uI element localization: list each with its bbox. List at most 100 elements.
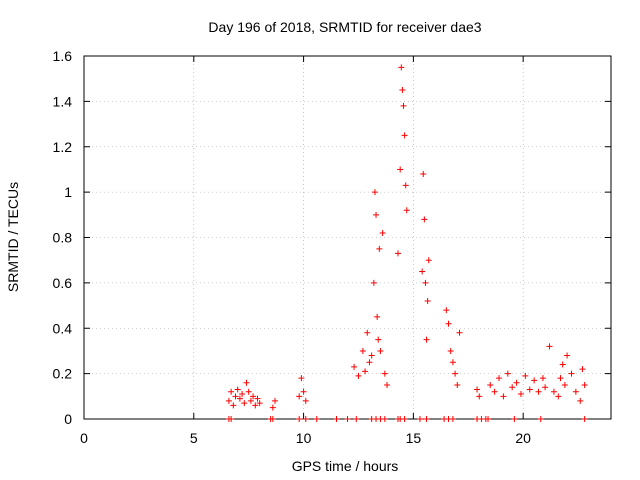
data-point <box>447 347 454 354</box>
data-point <box>272 397 279 404</box>
data-point <box>511 416 518 422</box>
data-point <box>485 416 492 422</box>
data-point <box>379 229 386 236</box>
data-point <box>353 416 360 422</box>
data-point <box>425 257 432 264</box>
x-tick-label: 0 <box>80 430 88 446</box>
data-point <box>300 388 307 395</box>
data-point <box>452 370 459 377</box>
data-point <box>509 384 516 391</box>
data-point <box>399 87 406 94</box>
data-point <box>476 393 483 400</box>
data-point <box>496 375 503 382</box>
y-tick-label: 0 <box>64 411 72 427</box>
data-point <box>535 388 542 395</box>
data-point <box>234 386 241 393</box>
data-point <box>577 397 584 404</box>
data-point <box>421 216 428 223</box>
data-point <box>416 416 423 422</box>
data-point <box>422 279 429 286</box>
data-points <box>225 64 588 422</box>
data-point <box>564 352 571 359</box>
data-point <box>381 370 388 377</box>
data-point <box>362 368 369 375</box>
data-point <box>371 189 378 196</box>
data-point <box>419 268 426 275</box>
data-point <box>581 381 588 388</box>
data-point <box>243 379 250 386</box>
data-point <box>269 404 276 411</box>
data-point <box>491 388 498 395</box>
y-tick-label: 1.4 <box>53 93 73 109</box>
data-point <box>377 347 384 354</box>
data-point <box>513 379 520 386</box>
data-point <box>424 298 431 305</box>
data-point <box>445 320 452 327</box>
data-point <box>398 64 405 71</box>
data-point <box>537 416 544 422</box>
data-point <box>381 416 388 422</box>
y-tick-label: 1 <box>64 184 72 200</box>
data-point <box>423 416 430 422</box>
data-point <box>581 416 588 422</box>
data-point <box>517 391 524 398</box>
x-axis-label: GPS time / hours <box>292 458 399 474</box>
data-point <box>228 388 235 395</box>
data-point <box>402 182 409 189</box>
data-point <box>313 416 320 422</box>
data-point <box>241 400 248 407</box>
data-point <box>539 375 546 382</box>
data-point <box>401 132 408 139</box>
y-axis-label: SRMTID / TECUs <box>5 182 21 292</box>
data-point <box>474 386 481 393</box>
chart-title: Day 196 of 2018, SRMTID for receiver dae… <box>208 19 481 35</box>
data-point <box>456 329 463 336</box>
data-point <box>245 388 252 395</box>
data-point <box>296 393 303 400</box>
data-point <box>364 329 371 336</box>
data-point <box>230 402 237 409</box>
data-point <box>443 307 450 314</box>
data-point <box>368 352 375 359</box>
data-point <box>269 416 276 422</box>
data-point <box>568 370 575 377</box>
data-point <box>373 211 380 218</box>
x-tick-label: 5 <box>190 430 198 446</box>
data-point <box>449 416 456 422</box>
data-point <box>559 361 566 368</box>
data-point <box>236 395 243 402</box>
data-point <box>403 207 410 214</box>
data-point <box>579 366 586 373</box>
x-tick-label: 15 <box>406 430 422 446</box>
data-point <box>232 393 239 400</box>
data-point <box>252 402 259 409</box>
data-point <box>555 393 562 400</box>
data-point <box>366 359 373 366</box>
x-tick-label: 10 <box>296 430 312 446</box>
data-point <box>250 393 257 400</box>
data-point <box>400 102 407 109</box>
data-point <box>359 347 366 354</box>
data-point <box>542 384 549 391</box>
data-point <box>239 391 246 398</box>
data-point <box>351 363 358 370</box>
x-tick-label: 20 <box>515 430 531 446</box>
y-axis: 0 0.2 0.4 0.6 0.8 1 1.2 1.4 1.6 <box>53 48 611 427</box>
data-point <box>376 245 383 252</box>
data-point <box>225 397 232 404</box>
data-point <box>256 400 263 407</box>
data-point <box>500 393 507 400</box>
data-point <box>296 416 303 422</box>
data-point <box>504 370 511 377</box>
data-point <box>454 381 461 388</box>
data-point <box>384 381 391 388</box>
data-point <box>298 375 305 382</box>
y-tick-label: 1.2 <box>53 139 73 155</box>
data-point <box>374 313 381 320</box>
data-point <box>355 372 362 379</box>
plot-border <box>83 55 612 420</box>
data-point <box>254 395 261 402</box>
data-point <box>333 416 340 422</box>
data-point <box>531 377 538 384</box>
